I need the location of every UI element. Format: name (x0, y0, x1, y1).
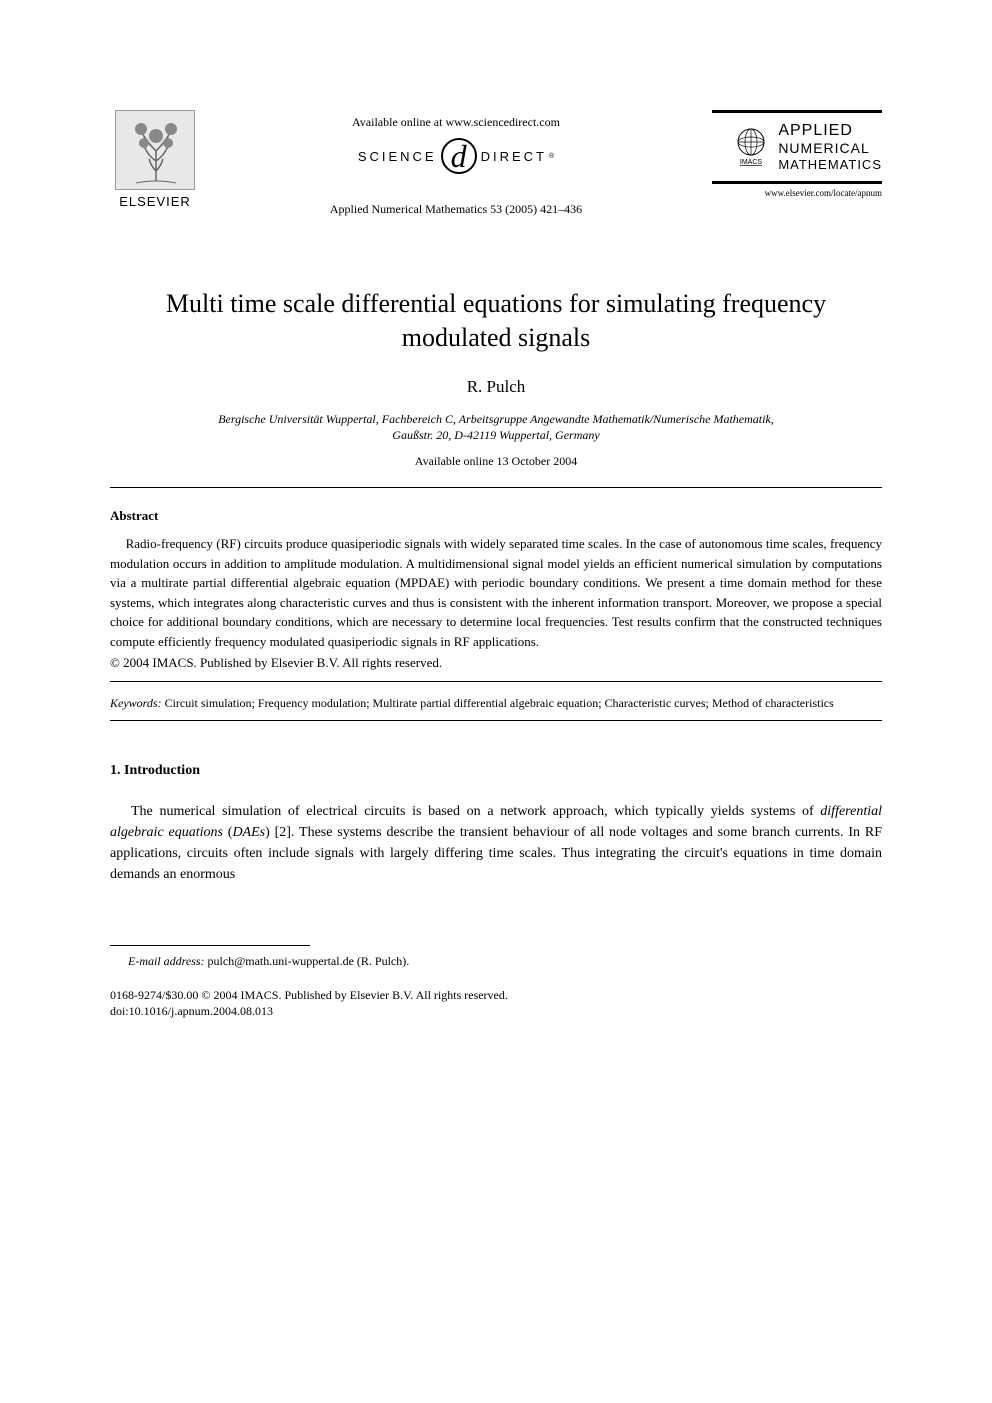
affiliation-line1: Bergische Universität Wuppertal, Fachber… (110, 411, 882, 428)
divider-bottom (110, 720, 882, 721)
para1-paren: ( (223, 825, 233, 840)
divider-top (110, 487, 882, 488)
elsevier-label: ELSEVIER (119, 194, 191, 209)
email-label: E-mail address: (128, 954, 205, 968)
divider-mid (110, 681, 882, 682)
abstract-heading: Abstract (110, 508, 882, 524)
abstract-text: Radio-frequency (RF) circuits produce qu… (110, 534, 882, 651)
affiliation: Bergische Universität Wuppertal, Fachber… (110, 411, 882, 445)
journal-url: www.elsevier.com/locate/apnum (712, 188, 882, 198)
doi-line: doi:10.1016/j.apnum.2004.08.013 (110, 1003, 882, 1020)
registered-icon: ® (549, 153, 554, 160)
keywords: Keywords: Circuit simulation; Frequency … (110, 694, 882, 712)
header-row: ELSEVIER Available online at www.science… (110, 110, 882, 217)
section-1-heading: 1. Introduction (110, 763, 882, 779)
keywords-label: Keywords: (110, 696, 162, 710)
journal-name-line2: NUMERICAL (778, 140, 882, 157)
journal-box: IMACS APPLIED NUMERICAL MATHEMATICS (712, 110, 882, 184)
para1-pre: The numerical simulation of electrical c… (131, 804, 820, 819)
footer-divider (110, 945, 310, 946)
footer: E-mail address: pulch@math.uni-wuppertal… (110, 945, 882, 1021)
para1-italic2: DAEs (232, 825, 265, 840)
sciencedirect-at-icon: d (441, 138, 477, 174)
science-text-right: DIRECT (481, 149, 547, 164)
email-line: E-mail address: pulch@math.uni-wuppertal… (110, 954, 882, 969)
elsevier-logo: ELSEVIER (110, 110, 200, 209)
journal-name: APPLIED NUMERICAL MATHEMATICS (778, 121, 882, 173)
author-name: R. Pulch (110, 377, 882, 397)
imacs-globe-icon: IMACS (730, 126, 772, 168)
available-online-text: Available online at www.sciencedirect.co… (200, 115, 712, 130)
center-header: Available online at www.sciencedirect.co… (200, 110, 712, 217)
svg-text:IMACS: IMACS (740, 159, 763, 166)
elsevier-tree-icon (115, 110, 195, 190)
keywords-text: Circuit simulation; Frequency modulation… (162, 696, 834, 710)
journal-citation: Applied Numerical Mathematics 53 (2005) … (200, 202, 712, 217)
issn-line: 0168-9274/$30.00 © 2004 IMACS. Published… (110, 987, 882, 1004)
available-date: Available online 13 October 2004 (110, 454, 882, 469)
journal-name-line1: APPLIED (778, 121, 882, 140)
article-title: Multi time scale differential equations … (110, 287, 882, 355)
affiliation-line2: Gaußstr. 20, D-42119 Wuppertal, Germany (110, 427, 882, 444)
section-1-para-1: The numerical simulation of electrical c… (110, 801, 882, 885)
science-text-left: SCIENCE (358, 149, 437, 164)
journal-name-line3: MATHEMATICS (778, 157, 882, 173)
journal-logo-block: IMACS APPLIED NUMERICAL MATHEMATICS www.… (712, 110, 882, 198)
email-value: pulch@math.uni-wuppertal.de (R. Pulch). (205, 954, 410, 968)
science-direct-logo: SCIENCE d DIRECT ® (200, 138, 712, 174)
abstract-copyright: © 2004 IMACS. Published by Elsevier B.V.… (110, 653, 882, 673)
